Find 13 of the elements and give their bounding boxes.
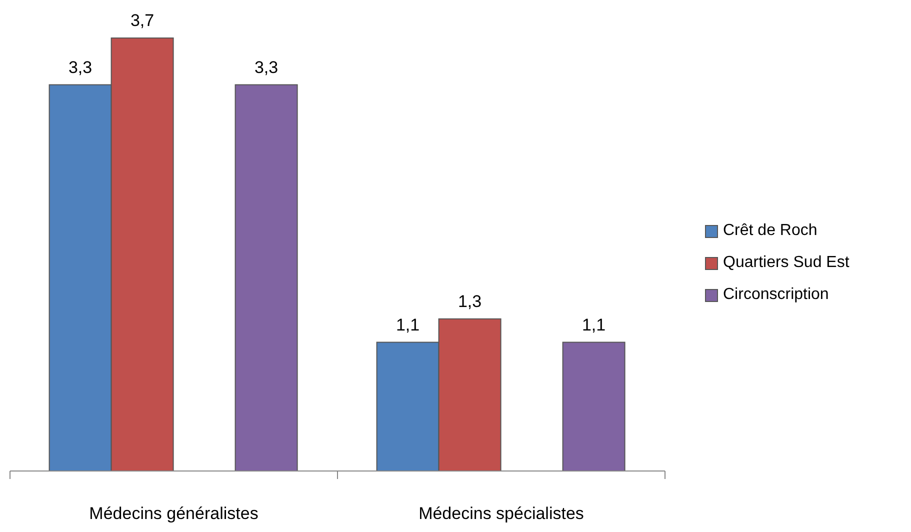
data-label: 1,1 xyxy=(582,315,606,334)
x-tick-label: Médecins généralistes xyxy=(89,504,258,523)
data-label: 3,3 xyxy=(68,58,92,77)
legend-label: Crêt de Roch xyxy=(723,222,818,240)
data-label: 1,1 xyxy=(396,315,420,334)
data-label: 1,3 xyxy=(458,292,482,311)
x-tick-label: Médecins spécialistes xyxy=(418,504,584,523)
data-label: 3,3 xyxy=(254,58,278,77)
legend-label: Circonscription xyxy=(723,286,829,304)
bar xyxy=(562,342,626,472)
data-label: 3,7 xyxy=(130,11,154,30)
legend-label: Quartiers Sud Est xyxy=(723,254,850,272)
bar xyxy=(234,84,298,472)
